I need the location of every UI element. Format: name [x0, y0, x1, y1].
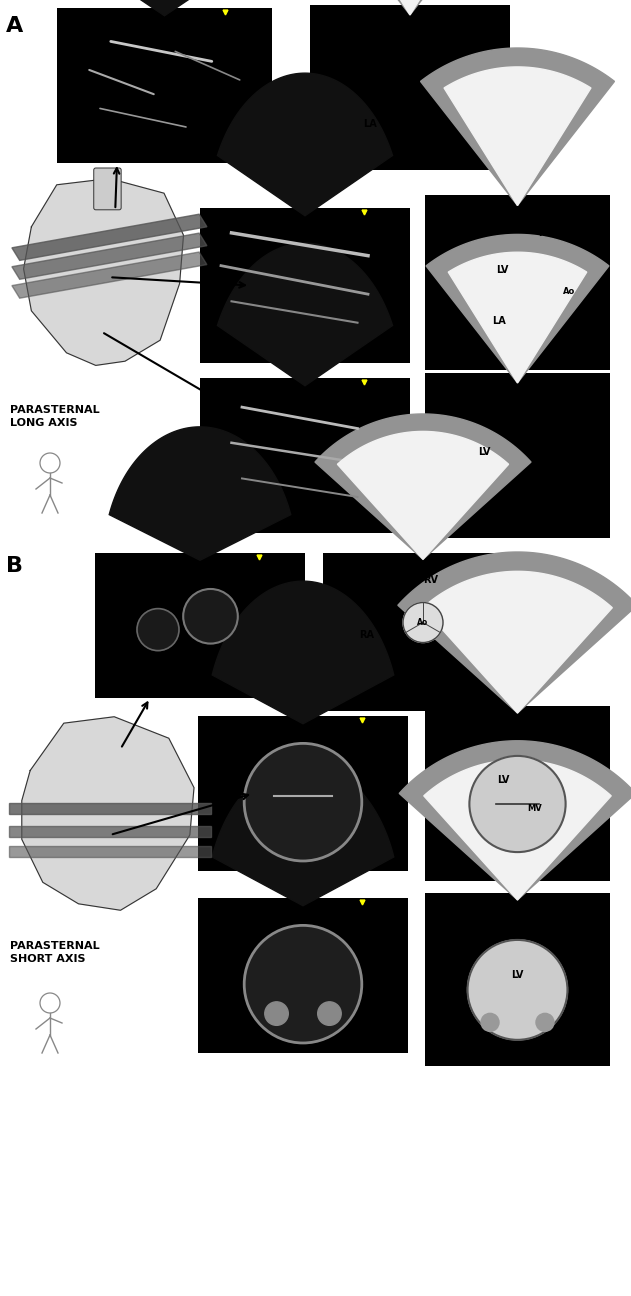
- Bar: [57, 8, 272, 163]
- Text: RV: RV: [538, 228, 553, 238]
- Text: RV: RV: [439, 47, 454, 56]
- Polygon shape: [212, 581, 394, 723]
- Text: PARASTERNAL
SHORT AXIS: PARASTERNAL SHORT AXIS: [10, 941, 100, 964]
- Polygon shape: [9, 827, 211, 837]
- Text: Ao: Ao: [417, 618, 428, 627]
- Bar: [425, 373, 610, 538]
- Text: RV: RV: [510, 732, 525, 743]
- Text: RA: RA: [532, 491, 547, 502]
- Text: LV: LV: [497, 775, 509, 785]
- Bar: [425, 706, 610, 881]
- Polygon shape: [9, 846, 211, 857]
- Text: RV: RV: [510, 919, 525, 929]
- Polygon shape: [319, 0, 502, 14]
- Polygon shape: [218, 73, 392, 215]
- Circle shape: [536, 1013, 554, 1032]
- Polygon shape: [398, 552, 631, 713]
- Polygon shape: [448, 253, 587, 382]
- Circle shape: [481, 1013, 499, 1032]
- Text: PA: PA: [460, 674, 474, 684]
- Text: A: A: [6, 16, 23, 36]
- Polygon shape: [23, 179, 184, 365]
- Polygon shape: [426, 235, 609, 382]
- Text: PA: PA: [419, 119, 433, 128]
- Text: RV: RV: [501, 404, 516, 415]
- Text: LV: LV: [497, 266, 509, 275]
- Polygon shape: [315, 413, 531, 560]
- Polygon shape: [423, 572, 612, 713]
- Bar: [200, 207, 410, 363]
- Bar: [95, 553, 305, 699]
- Polygon shape: [9, 802, 211, 814]
- Circle shape: [244, 744, 362, 861]
- Circle shape: [265, 1002, 288, 1025]
- Polygon shape: [444, 67, 591, 206]
- Bar: [310, 5, 510, 170]
- Circle shape: [469, 756, 565, 851]
- Polygon shape: [338, 432, 509, 560]
- Polygon shape: [420, 48, 615, 206]
- Bar: [5, 706, 215, 921]
- Bar: [425, 194, 610, 369]
- Text: MV: MV: [527, 805, 541, 814]
- Circle shape: [244, 925, 362, 1043]
- Circle shape: [183, 588, 238, 644]
- Text: PARASTERNAL
LONG AXIS: PARASTERNAL LONG AXIS: [10, 404, 100, 428]
- Text: LA: LA: [363, 119, 377, 128]
- Polygon shape: [399, 741, 631, 899]
- Polygon shape: [12, 251, 207, 298]
- Bar: [200, 378, 410, 533]
- Polygon shape: [109, 426, 291, 560]
- Text: B: B: [6, 556, 23, 575]
- Polygon shape: [75, 0, 254, 16]
- Text: LV: LV: [478, 447, 490, 457]
- Bar: [425, 893, 610, 1067]
- Text: LV: LV: [368, 62, 380, 73]
- Polygon shape: [212, 763, 394, 906]
- Polygon shape: [22, 717, 194, 910]
- Text: RV: RV: [423, 575, 439, 584]
- Bar: [8, 168, 203, 378]
- Circle shape: [468, 940, 567, 1039]
- Polygon shape: [12, 233, 207, 280]
- Text: Ao: Ao: [563, 286, 575, 295]
- Polygon shape: [424, 759, 611, 899]
- Text: PM: PM: [465, 1036, 480, 1045]
- Circle shape: [317, 1002, 341, 1025]
- Text: RA: RA: [360, 630, 375, 640]
- Bar: [198, 898, 408, 1052]
- Polygon shape: [218, 244, 392, 386]
- Text: PM: PM: [555, 1036, 570, 1045]
- Text: LA: LA: [406, 656, 420, 665]
- Text: LA: LA: [492, 316, 506, 327]
- Circle shape: [403, 603, 443, 643]
- Circle shape: [137, 609, 179, 651]
- Polygon shape: [341, 0, 480, 14]
- Bar: [323, 553, 523, 712]
- Polygon shape: [12, 214, 207, 260]
- Bar: [198, 715, 408, 871]
- Text: LV: LV: [511, 969, 524, 980]
- FancyBboxPatch shape: [94, 168, 121, 210]
